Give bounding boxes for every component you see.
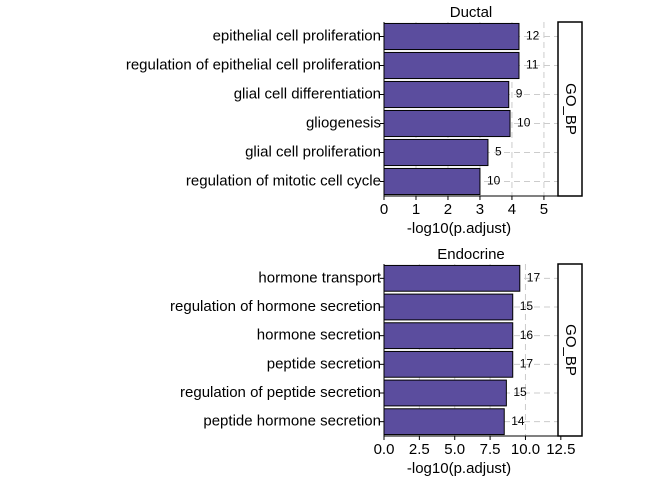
bar bbox=[383, 22, 520, 51]
x-tick-label: 1 bbox=[412, 201, 420, 218]
y-tick-label: regulation of hormone secretion bbox=[170, 298, 381, 315]
y-tick-label: hormone secretion bbox=[257, 327, 381, 344]
count-label: 12 bbox=[526, 29, 540, 43]
count-label: 5 bbox=[495, 145, 502, 159]
y-tick-label: peptide hormone secretion bbox=[203, 413, 381, 430]
x-tick-label: 0 bbox=[380, 201, 388, 218]
panel-title: Ductal bbox=[450, 4, 493, 21]
count-label: 16 bbox=[520, 328, 534, 342]
bar bbox=[383, 264, 521, 292]
x-tick-label: 2 bbox=[444, 201, 452, 218]
count-label: 15 bbox=[513, 385, 527, 399]
count-label: 9 bbox=[516, 87, 523, 101]
bar bbox=[383, 51, 520, 80]
count-label: 17 bbox=[527, 271, 541, 285]
x-axis-title: -log10(p.adjust) bbox=[407, 460, 511, 477]
bar bbox=[383, 109, 511, 138]
y-tick-label: hormone transport bbox=[258, 269, 381, 286]
x-tick-label: 2.5 bbox=[409, 441, 430, 458]
panel-title: Endocrine bbox=[437, 246, 505, 263]
x-tick-label: 5.0 bbox=[444, 441, 465, 458]
y-tick-label: gliogenesis bbox=[306, 114, 381, 131]
y-tick-label: regulation of peptide secretion bbox=[180, 384, 381, 401]
count-label: 10 bbox=[517, 116, 531, 130]
bar bbox=[383, 379, 507, 407]
y-tick-label: peptide secretion bbox=[267, 355, 381, 372]
facet-strip bbox=[557, 21, 583, 197]
facet-label: GO_BP bbox=[562, 324, 579, 376]
bar bbox=[383, 138, 489, 167]
y-tick-label: regulation of mitotic cell cycle bbox=[186, 172, 381, 189]
x-tick-label: 5 bbox=[540, 201, 548, 218]
bar bbox=[383, 322, 514, 350]
x-tick-label: 10.0 bbox=[511, 441, 540, 458]
bar bbox=[383, 408, 505, 436]
y-tick-label: regulation of epithelial cell proliferat… bbox=[126, 56, 381, 73]
x-axis-title: -log10(p.adjust) bbox=[407, 220, 511, 237]
count-label: 10 bbox=[487, 174, 501, 188]
count-label: 17 bbox=[520, 357, 534, 371]
x-tick-label: 7.5 bbox=[480, 441, 501, 458]
bar bbox=[383, 167, 481, 196]
count-label: 14 bbox=[511, 414, 525, 428]
x-tick-label: 4 bbox=[508, 201, 516, 218]
y-tick-label: epithelial cell proliferation bbox=[213, 27, 381, 44]
count-label: 11 bbox=[526, 58, 539, 72]
y-tick-label: glial cell proliferation bbox=[245, 143, 381, 160]
x-tick-label: 12.5 bbox=[546, 441, 575, 458]
bar bbox=[383, 350, 514, 378]
y-tick-label: glial cell differentiation bbox=[234, 85, 381, 102]
facet-label: GO_BP bbox=[562, 83, 579, 135]
bar bbox=[383, 293, 514, 321]
x-tick-label: 0.0 bbox=[374, 441, 395, 458]
facet-strip bbox=[557, 263, 583, 437]
x-tick-label: 3 bbox=[476, 201, 484, 218]
count-label: 15 bbox=[520, 299, 534, 313]
bar bbox=[383, 80, 510, 109]
